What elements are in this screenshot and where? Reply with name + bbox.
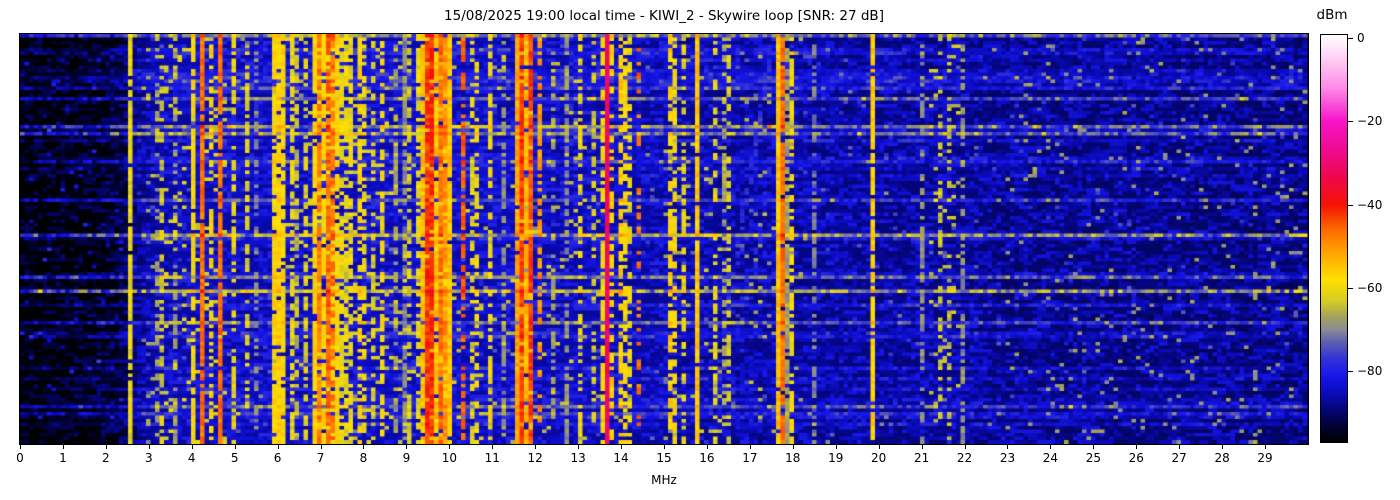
- x-tick-label: 19: [828, 451, 844, 465]
- x-tick: [277, 445, 279, 449]
- x-tick-label: 0: [16, 451, 24, 465]
- x-tick: [706, 445, 708, 449]
- x-tick-label: 9: [402, 451, 411, 465]
- colorbar-tick-label: −20: [1357, 114, 1383, 129]
- x-tick: [62, 445, 64, 449]
- x-tick: [105, 445, 107, 449]
- chart-title: 15/08/2025 19:00 local time - KIWI_2 - S…: [444, 8, 884, 24]
- x-tick-label: 4: [187, 451, 196, 465]
- x-tick: [449, 445, 451, 449]
- x-tick-label: 22: [956, 451, 973, 465]
- x-tick-label: 11: [484, 451, 500, 465]
- x-tick-label: 5: [230, 451, 239, 465]
- x-tick-label: 10: [441, 451, 457, 465]
- x-tick-label: 3: [144, 451, 153, 465]
- x-tick-label: 6: [273, 451, 282, 465]
- x-tick: [320, 445, 322, 449]
- x-tick-label: 16: [699, 451, 715, 465]
- x-tick-label: 2: [102, 451, 110, 465]
- x-tick: [749, 445, 751, 449]
- x-tick-label: 15: [656, 451, 672, 465]
- x-tick-label: 21: [913, 451, 930, 465]
- colorbar-tick-label: −60: [1357, 280, 1383, 295]
- x-tick: [792, 445, 794, 449]
- x-tick: [535, 445, 537, 449]
- colorbar-tick: [1348, 37, 1353, 39]
- waterfall-heatmap: [20, 34, 1308, 444]
- x-tick-label: 27: [1171, 451, 1187, 465]
- x-tick-label: 8: [359, 451, 368, 465]
- x-axis-label: MHz: [651, 473, 677, 487]
- x-tick: [1222, 445, 1224, 449]
- x-tick: [621, 445, 623, 449]
- x-tick: [1050, 445, 1052, 449]
- x-tick-label: 29: [1257, 451, 1273, 465]
- x-tick: [835, 445, 837, 449]
- x-tick-label: 25: [1085, 451, 1101, 465]
- x-tick-label: 7: [316, 451, 325, 465]
- x-tick-label: 26: [1128, 451, 1144, 465]
- x-tick: [492, 445, 494, 449]
- x-tick-label: 18: [785, 451, 801, 465]
- x-tick-label: 17: [742, 451, 758, 465]
- colorbar-tick: [1348, 121, 1353, 123]
- x-tick: [148, 445, 150, 449]
- x-tick-label: 1: [59, 451, 67, 465]
- x-tick-label: 23: [999, 451, 1016, 465]
- colorbar-tick-label: −40: [1357, 197, 1383, 212]
- x-tick-label: 20: [871, 451, 887, 465]
- x-tick: [1179, 445, 1181, 449]
- colorbar-tick: [1348, 287, 1353, 289]
- x-tick: [1093, 445, 1095, 449]
- x-tick: [191, 445, 193, 449]
- colorbar-label: dBm: [1316, 7, 1348, 23]
- x-tick: [363, 445, 365, 449]
- x-tick: [578, 445, 580, 449]
- x-tick: [1007, 445, 1009, 449]
- x-tick-label: 12: [527, 451, 543, 465]
- x-tick: [921, 445, 923, 449]
- x-tick: [406, 445, 408, 449]
- colorbar-tick-label: 0: [1357, 30, 1365, 45]
- x-tick: [1265, 445, 1267, 449]
- colorbar-tick: [1348, 204, 1353, 206]
- colorbar-tick-label: −80: [1357, 364, 1383, 379]
- x-tick-label: 14: [613, 451, 629, 465]
- x-tick: [878, 445, 880, 449]
- x-tick: [234, 445, 236, 449]
- x-tick: [1136, 445, 1138, 449]
- x-tick: [664, 445, 665, 449]
- waterfall-plot-area: [19, 33, 1309, 445]
- x-tick-label: 13: [570, 451, 586, 465]
- x-tick: [964, 445, 966, 449]
- colorbar: [1320, 34, 1348, 443]
- x-tick-label: 28: [1214, 451, 1230, 465]
- x-tick-label: 24: [1042, 451, 1059, 465]
- x-tick: [20, 445, 21, 449]
- colorbar-tick: [1348, 371, 1353, 373]
